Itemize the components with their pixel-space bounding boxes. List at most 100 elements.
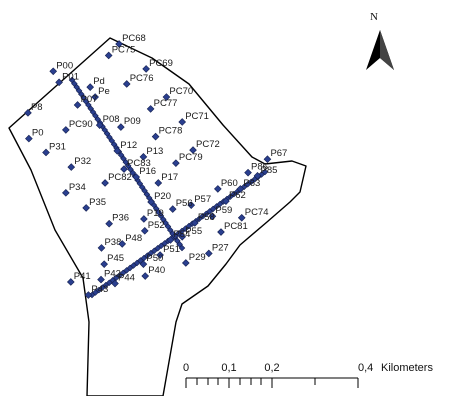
point-label: P43 xyxy=(91,284,108,295)
point-label: P38 xyxy=(104,237,121,248)
point-label: PC77 xyxy=(154,98,178,109)
north-label: N xyxy=(370,11,378,23)
point-label: P45 xyxy=(107,253,124,264)
point-marker[interactable] xyxy=(139,260,148,268)
point-marker[interactable] xyxy=(140,215,148,223)
point-label: P29 xyxy=(189,252,206,263)
point-label: P51 xyxy=(163,244,180,255)
point-label: P13 xyxy=(146,146,163,157)
scale-tick-0-2: 0,2 xyxy=(264,362,279,374)
point-marker[interactable] xyxy=(214,185,222,193)
point-marker[interactable] xyxy=(113,147,122,155)
point-marker[interactable] xyxy=(42,148,50,157)
point-marker[interactable] xyxy=(189,146,197,154)
point-label: P42 xyxy=(104,269,121,280)
point-marker[interactable] xyxy=(73,101,82,109)
point-label: PC78 xyxy=(159,126,183,137)
scale-tick-0-1: 0,1 xyxy=(221,362,236,374)
point-marker[interactable] xyxy=(191,219,199,227)
point-marker[interactable] xyxy=(168,205,177,213)
point-label: P85 xyxy=(261,165,278,176)
point-marker[interactable] xyxy=(132,173,141,181)
point-marker[interactable] xyxy=(100,260,108,268)
point-marker[interactable] xyxy=(117,123,125,131)
point-marker[interactable] xyxy=(187,201,196,209)
point-marker[interactable] xyxy=(101,179,109,187)
point-label: P52 xyxy=(148,220,165,231)
point-marker[interactable] xyxy=(139,152,148,161)
point-marker[interactable] xyxy=(236,185,245,193)
point-marker[interactable] xyxy=(172,159,180,167)
point-marker[interactable] xyxy=(91,93,99,101)
point-label: P32 xyxy=(74,156,91,167)
point-marker[interactable] xyxy=(66,278,75,286)
point-label: P40 xyxy=(148,265,165,276)
scale-tick-0-4: 0,4 xyxy=(358,362,373,374)
point-label: PC76 xyxy=(130,73,154,84)
point-marker[interactable] xyxy=(122,80,131,88)
point-marker[interactable] xyxy=(237,213,246,222)
point-marker[interactable] xyxy=(244,168,252,177)
point-marker[interactable] xyxy=(204,249,213,258)
point-marker[interactable] xyxy=(178,118,187,126)
point-marker[interactable] xyxy=(118,240,127,248)
point-marker[interactable] xyxy=(97,275,105,284)
point-label: P60 xyxy=(221,178,238,189)
point-label: P01 xyxy=(62,71,79,82)
point-marker[interactable] xyxy=(86,83,95,91)
point-marker[interactable] xyxy=(82,204,90,212)
point-marker[interactable] xyxy=(25,134,33,143)
point-label: P36 xyxy=(112,213,129,224)
point-marker[interactable] xyxy=(115,40,123,48)
point-label: P56 xyxy=(176,198,193,209)
point-label: P55 xyxy=(185,226,202,237)
point-marker[interactable] xyxy=(120,165,128,173)
point-marker[interactable] xyxy=(162,93,171,101)
point-marker[interactable] xyxy=(222,197,230,205)
point-label: P34 xyxy=(69,182,86,193)
scale-unit: Kilometers xyxy=(381,362,433,374)
point-label: P0 xyxy=(32,128,44,139)
point-label: P8 xyxy=(31,102,43,113)
point-marker[interactable] xyxy=(263,155,272,164)
point-label: P08 xyxy=(103,114,120,125)
point-marker[interactable] xyxy=(104,51,113,60)
point-marker[interactable] xyxy=(151,132,160,141)
point-marker[interactable] xyxy=(181,259,190,267)
point-marker[interactable] xyxy=(62,126,70,134)
point-marker[interactable] xyxy=(142,65,150,73)
point-label: P27 xyxy=(212,242,229,253)
point-marker[interactable] xyxy=(97,244,106,252)
point-marker[interactable] xyxy=(140,227,149,235)
point-marker[interactable] xyxy=(105,219,113,228)
point-marker[interactable] xyxy=(95,121,104,129)
point-marker[interactable] xyxy=(141,272,150,280)
point-marker[interactable] xyxy=(84,291,93,299)
point-label: P59 xyxy=(215,205,232,216)
point-marker[interactable] xyxy=(208,212,217,221)
point-marker[interactable] xyxy=(217,228,225,236)
point-label: P31 xyxy=(49,141,66,152)
point-marker[interactable] xyxy=(62,189,70,197)
point-marker[interactable] xyxy=(67,163,76,171)
point-label: PC68 xyxy=(122,33,146,44)
point-marker[interactable] xyxy=(24,109,32,117)
point-marker[interactable] xyxy=(154,179,163,187)
point-label: PC81 xyxy=(224,221,248,232)
point-label: P17 xyxy=(161,172,178,183)
point-marker[interactable] xyxy=(178,232,187,241)
point-label: PC83 xyxy=(127,158,151,169)
point-marker[interactable] xyxy=(166,236,175,244)
point-marker[interactable] xyxy=(111,279,119,288)
point-marker[interactable] xyxy=(55,78,63,87)
scale-bar: 0 0,1 0,2 0,4 Kilometers xyxy=(183,362,433,388)
point-label: PC90 xyxy=(69,119,93,130)
point-marker[interactable] xyxy=(49,67,58,76)
point-marker[interactable] xyxy=(253,172,262,180)
point-label: Pd xyxy=(93,76,105,87)
point-marker[interactable] xyxy=(147,198,155,206)
point-marker[interactable] xyxy=(146,105,155,113)
point-label: P09 xyxy=(124,116,141,127)
point-marker[interactable] xyxy=(156,251,164,259)
